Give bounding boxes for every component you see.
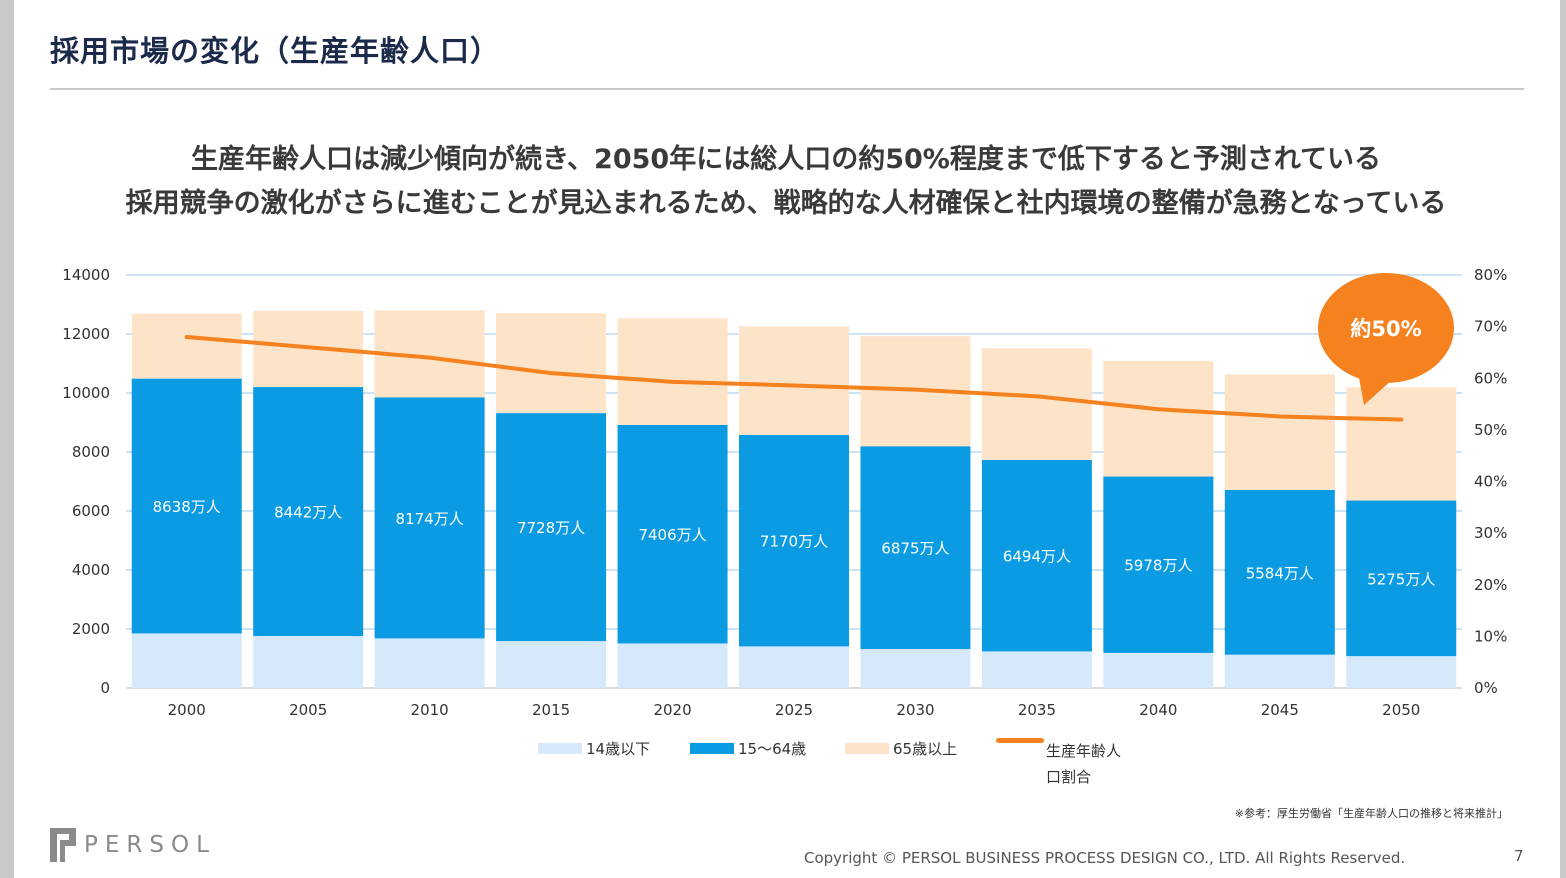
slide-title: 採用市場の変化（生産年齢人口） bbox=[50, 34, 501, 68]
x-tick-label: 2040 bbox=[1139, 701, 1177, 719]
title-divider bbox=[50, 88, 1524, 90]
bar-15-64 bbox=[860, 446, 971, 650]
data-label: 5978万人 bbox=[1124, 557, 1192, 575]
page-number: 7 bbox=[1514, 847, 1524, 865]
data-label: 6875万人 bbox=[881, 540, 949, 558]
legend-label-ratio-line1: 生産年齢人 bbox=[1046, 742, 1122, 760]
x-tick-label: 2010 bbox=[411, 701, 449, 719]
data-label: 5275万人 bbox=[1367, 570, 1435, 588]
y-tick-label: 12000 bbox=[62, 325, 110, 343]
legend-item-15-64: 15～64歳 bbox=[690, 738, 806, 759]
y2-tick-label: 40% bbox=[1474, 473, 1507, 491]
bar-15-64 bbox=[496, 413, 607, 642]
y2-tick-label: 70% bbox=[1474, 318, 1507, 336]
legend-item-under14: 14歳以下 bbox=[538, 738, 650, 759]
legend-line-ratio bbox=[996, 738, 1044, 743]
copyright-notice: Copyright © PERSOL BUSINESS PROCESS DESI… bbox=[804, 849, 1406, 867]
source-note: ※参考：厚生労働省「生産年齢人口の推移と将来推計」 bbox=[1234, 807, 1508, 820]
bar-15-64 bbox=[1224, 489, 1335, 655]
y2-tick-label: 30% bbox=[1474, 524, 1507, 542]
x-tick-label: 2015 bbox=[532, 701, 570, 719]
data-label: 7170万人 bbox=[760, 533, 828, 551]
callout-text: 約50% bbox=[1350, 317, 1421, 341]
y2-tick-label: 60% bbox=[1474, 369, 1507, 387]
x-tick-label: 2050 bbox=[1382, 701, 1420, 719]
ratio-line bbox=[184, 334, 1404, 422]
bar-under14 bbox=[739, 646, 849, 688]
y-tick-label: 14000 bbox=[62, 266, 110, 284]
bar-over65 bbox=[617, 318, 728, 425]
y2-tick-label: 0% bbox=[1474, 679, 1498, 697]
bar-15-64 bbox=[1346, 500, 1457, 657]
bar-over65 bbox=[496, 313, 607, 414]
persol-logo-text: PERSOL bbox=[84, 832, 216, 858]
bar-15-64 bbox=[739, 434, 849, 647]
legend-swatch-under14 bbox=[538, 743, 582, 754]
y-tick-label: 0 bbox=[100, 679, 110, 697]
bar-under14 bbox=[374, 638, 485, 688]
legend-item-ratio bbox=[996, 738, 1046, 743]
y2-tick-label: 50% bbox=[1474, 421, 1507, 439]
data-label: 7406万人 bbox=[638, 526, 706, 544]
persol-logo: PERSOL bbox=[50, 828, 216, 862]
bar-15-64 bbox=[131, 378, 242, 634]
x-tick-label: 2030 bbox=[896, 701, 934, 719]
data-label: 8174万人 bbox=[396, 510, 464, 528]
y-tick-label: 10000 bbox=[62, 384, 110, 402]
bar-15-64 bbox=[374, 397, 485, 639]
bar-under14 bbox=[617, 643, 728, 688]
x-tick-label: 2020 bbox=[653, 701, 691, 719]
bar-under14 bbox=[1346, 656, 1457, 688]
persol-logo-icon bbox=[50, 828, 76, 862]
legend-swatch-15-64 bbox=[690, 743, 734, 754]
bar-over65 bbox=[1224, 374, 1335, 490]
bar-over65 bbox=[1346, 387, 1457, 501]
legend-label-15-64: 15～64歳 bbox=[738, 740, 807, 758]
y-tick-label: 2000 bbox=[72, 620, 110, 638]
bar-under14 bbox=[253, 636, 364, 688]
x-tick-label: 2005 bbox=[289, 701, 327, 719]
legend-label-over65: 65歳以上 bbox=[893, 740, 958, 758]
headline-line-2: 採用競争の激化がさらに進むことが見込まれるため、戦略的な人材確保と社内環境の整備… bbox=[125, 188, 1447, 219]
x-tick-label: 2000 bbox=[168, 701, 206, 719]
bar-over65 bbox=[1103, 360, 1214, 477]
y2-tick-label: 20% bbox=[1474, 576, 1507, 594]
bar-under14 bbox=[496, 641, 607, 688]
bar-under14 bbox=[131, 633, 242, 688]
bar-15-64 bbox=[617, 424, 728, 644]
data-label: 7728万人 bbox=[517, 519, 585, 537]
legend-swatch-over65 bbox=[845, 743, 889, 754]
bar-over65 bbox=[739, 326, 849, 435]
legend-label-under14: 14歳以下 bbox=[586, 740, 651, 758]
y-tick-label: 4000 bbox=[72, 561, 110, 579]
slide-right-edge bbox=[1560, 0, 1566, 878]
bar-15-64 bbox=[981, 459, 1092, 652]
x-tick-label: 2025 bbox=[775, 701, 813, 719]
callout-bubble bbox=[1318, 273, 1454, 383]
y2-tick-label: 80% bbox=[1474, 266, 1507, 284]
bar-over65 bbox=[131, 313, 242, 379]
x-tick-label: 2035 bbox=[1018, 701, 1056, 719]
bar-under14 bbox=[1224, 654, 1335, 688]
slide-left-edge bbox=[0, 0, 14, 878]
bar-15-64 bbox=[1103, 476, 1214, 653]
x-tick-label: 2045 bbox=[1261, 701, 1299, 719]
y-tick-label: 8000 bbox=[72, 443, 110, 461]
legend-label-ratio-line2: 口割合 bbox=[1046, 768, 1092, 786]
legend-item-over65: 65歳以上 bbox=[845, 738, 957, 759]
y2-tick-label: 10% bbox=[1474, 627, 1507, 645]
data-label: 6494万人 bbox=[1003, 548, 1071, 566]
bar-under14 bbox=[981, 651, 1092, 688]
headline-line-1: 生産年齢人口は減少傾向が続き、2050年には総人口の約50%程度まで低下すると予… bbox=[190, 144, 1382, 175]
data-label: 8638万人 bbox=[153, 498, 221, 516]
legend-label-ratio: 生産年齢人 口割合 bbox=[1046, 738, 1130, 790]
bar-over65 bbox=[981, 348, 1092, 460]
bar-under14 bbox=[860, 649, 971, 688]
bar-15-64 bbox=[253, 387, 364, 637]
y-tick-label: 6000 bbox=[72, 502, 110, 520]
data-label: 8442万人 bbox=[274, 504, 342, 522]
bar-under14 bbox=[1103, 652, 1214, 688]
data-label: 5584万人 bbox=[1246, 564, 1314, 582]
